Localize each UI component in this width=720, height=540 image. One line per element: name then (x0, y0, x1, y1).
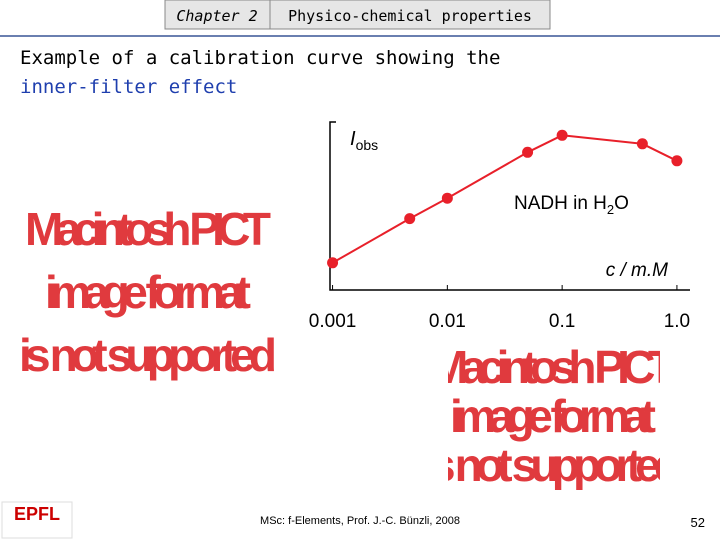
logo-box (1, 501, 73, 539)
placeholder-line: is not supported (19, 329, 277, 381)
placeholder-line: is not supported (424, 439, 682, 491)
page-number: 52 (691, 515, 705, 530)
chart: Iobs NADH in H2O c / m.M 0.001 0.01 0.1 1.0 (309, 121, 690, 332)
placeholder-line: image format (450, 390, 656, 442)
x-tick-label: 0.001 (309, 311, 357, 332)
placeholder-line: image format (45, 266, 251, 318)
x-tick-label: 1.0 (664, 311, 690, 332)
x-tick-label: 0.01 (429, 311, 466, 332)
axes (329, 121, 690, 291)
title: inner-filter effect (20, 76, 237, 98)
point (404, 213, 416, 225)
annotation-sub: 2 (607, 202, 614, 217)
chapter: Chapter 2 (176, 7, 257, 25)
credit: MSc: f-Elements, Prof. J.-C. Bünzli, 200… (260, 515, 460, 527)
logo: EPFL (1, 501, 73, 539)
point (441, 192, 453, 204)
point (522, 146, 534, 158)
x-tick-label: 0.1 (549, 311, 575, 332)
logo-text: EPFL (14, 504, 60, 524)
point (327, 257, 339, 269)
x-label: c / m.M (606, 260, 668, 281)
point (636, 138, 648, 150)
y-label-sub: obs (356, 137, 379, 153)
placeholder-line: Macintosh PICT (430, 341, 676, 393)
section: Physico-chemical properties (288, 7, 532, 25)
annotation-text: NADH in H (514, 193, 607, 214)
y-label-main: I (350, 128, 356, 150)
placeholder: Macintosh PICT image format is not suppo… (19, 203, 277, 381)
title: Example of a calibration curve showing t… (20, 47, 500, 69)
point (556, 129, 568, 141)
placeholder-cropped: Macintosh PICT image format is not suppo… (424, 341, 682, 491)
section-box (269, 0, 551, 30)
placeholder-line: Macintosh PICT (25, 203, 271, 255)
point (671, 155, 683, 167)
y-label: Iobs (350, 128, 378, 153)
annotation-text: O (614, 193, 629, 214)
chapter-box (164, 0, 271, 30)
annotation: NADH in H2O (514, 193, 629, 217)
